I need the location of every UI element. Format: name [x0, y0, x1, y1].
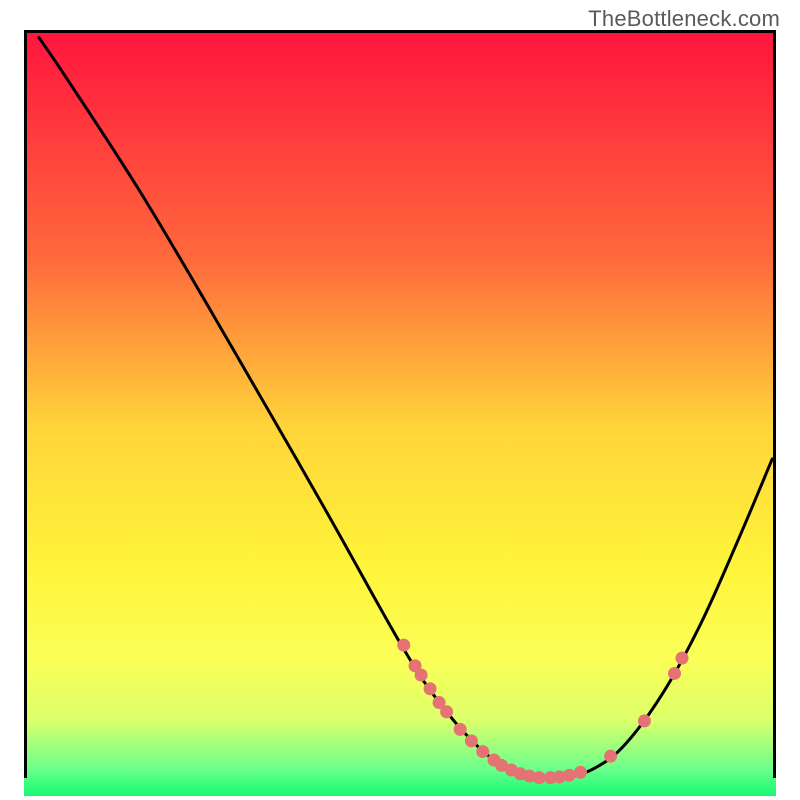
data-marker — [465, 734, 478, 747]
plot-area — [24, 30, 776, 796]
data-marker — [424, 682, 437, 695]
data-marker — [533, 771, 546, 784]
bottleneck-chart: TheBottleneck.com — [0, 0, 800, 800]
curve-layer — [24, 30, 776, 796]
data-marker — [397, 639, 410, 652]
data-markers — [397, 639, 688, 785]
data-marker — [638, 714, 651, 727]
bottleneck-curve — [39, 38, 772, 779]
data-marker — [604, 750, 617, 763]
watermark-text: TheBottleneck.com — [588, 6, 780, 32]
data-marker — [574, 766, 587, 779]
data-marker — [415, 668, 428, 681]
data-marker — [668, 667, 681, 680]
data-marker — [454, 723, 467, 736]
data-marker — [440, 705, 453, 718]
data-marker — [676, 652, 689, 665]
data-marker — [563, 769, 576, 782]
data-marker — [476, 745, 489, 758]
